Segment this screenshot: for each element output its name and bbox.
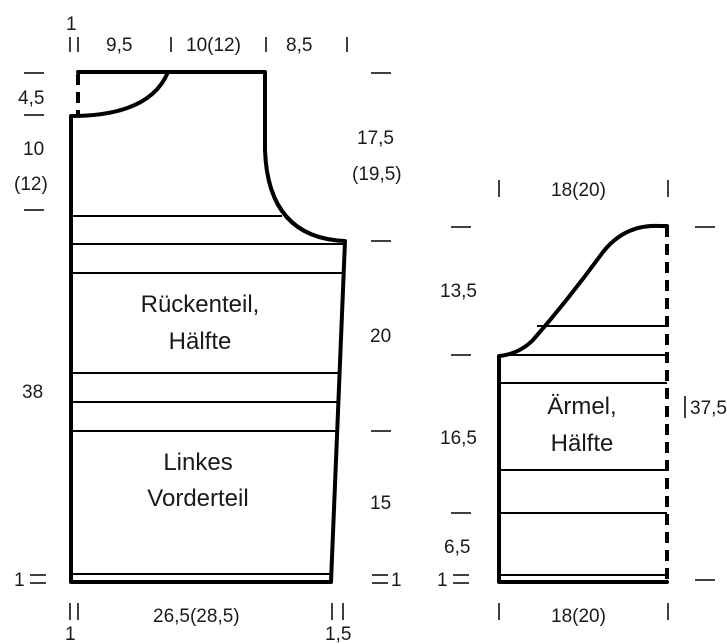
- bottom-width-label: 26,5(28,5): [153, 606, 240, 627]
- bottom-edge-left-label: 1: [65, 624, 76, 644]
- sleeve-middle-label: 16,5: [440, 428, 477, 449]
- right-armhole-alt-label: (19,5): [352, 164, 402, 185]
- sleeve-hem-label: 1: [437, 570, 448, 591]
- back-label-line2: Hälfte: [169, 328, 232, 355]
- sleeve-top-width-label: 18(20): [551, 180, 606, 201]
- right-hem-label: 1: [391, 570, 402, 591]
- sleeve-piece: 18(20) 13,5 16,5 6,5 1 37,5 18(20) Ärmel…: [437, 180, 727, 627]
- top-shoulder-label: 9,5: [106, 35, 132, 56]
- left-body-label: 38: [22, 382, 43, 403]
- sleeve-total-label: 37,5: [690, 398, 727, 419]
- sleeve-cap-label: 13,5: [440, 281, 477, 302]
- top-neck-label: 10(12): [186, 35, 241, 56]
- left-hem-label: 1: [14, 570, 25, 591]
- left-upper-label: 10: [23, 139, 44, 160]
- back-outline: [69, 70, 347, 584]
- front-label-line1: Linkes: [163, 449, 232, 476]
- back-piece: 1 9,5 10(12) 8,5 4,5 10 (12) 38 1 17,5 (…: [14, 14, 402, 644]
- sleeve-bottom-width-label: 18(20): [551, 606, 606, 627]
- right-armhole-label: 17,5: [357, 128, 394, 149]
- back-label-line1: Rückenteil,: [141, 291, 260, 318]
- left-upper-alt-label: (12): [14, 174, 48, 195]
- sleeve-cuff-label: 6,5: [444, 537, 470, 558]
- left-neck-drop-label: 4,5: [18, 88, 44, 109]
- sleeve-label-line1: Ärmel,: [547, 393, 616, 420]
- sleeve-outline: [497, 223, 669, 584]
- front-label-line2: Vorderteil: [147, 485, 248, 512]
- top-edge-label: 1: [66, 14, 77, 35]
- sleeve-label-line2: Hälfte: [551, 430, 614, 457]
- right-lower-label: 15: [370, 493, 391, 514]
- top-armhole-label: 8,5: [286, 35, 312, 56]
- right-middle-label: 20: [370, 326, 391, 347]
- bottom-edge-right-label: 1,5: [325, 624, 351, 644]
